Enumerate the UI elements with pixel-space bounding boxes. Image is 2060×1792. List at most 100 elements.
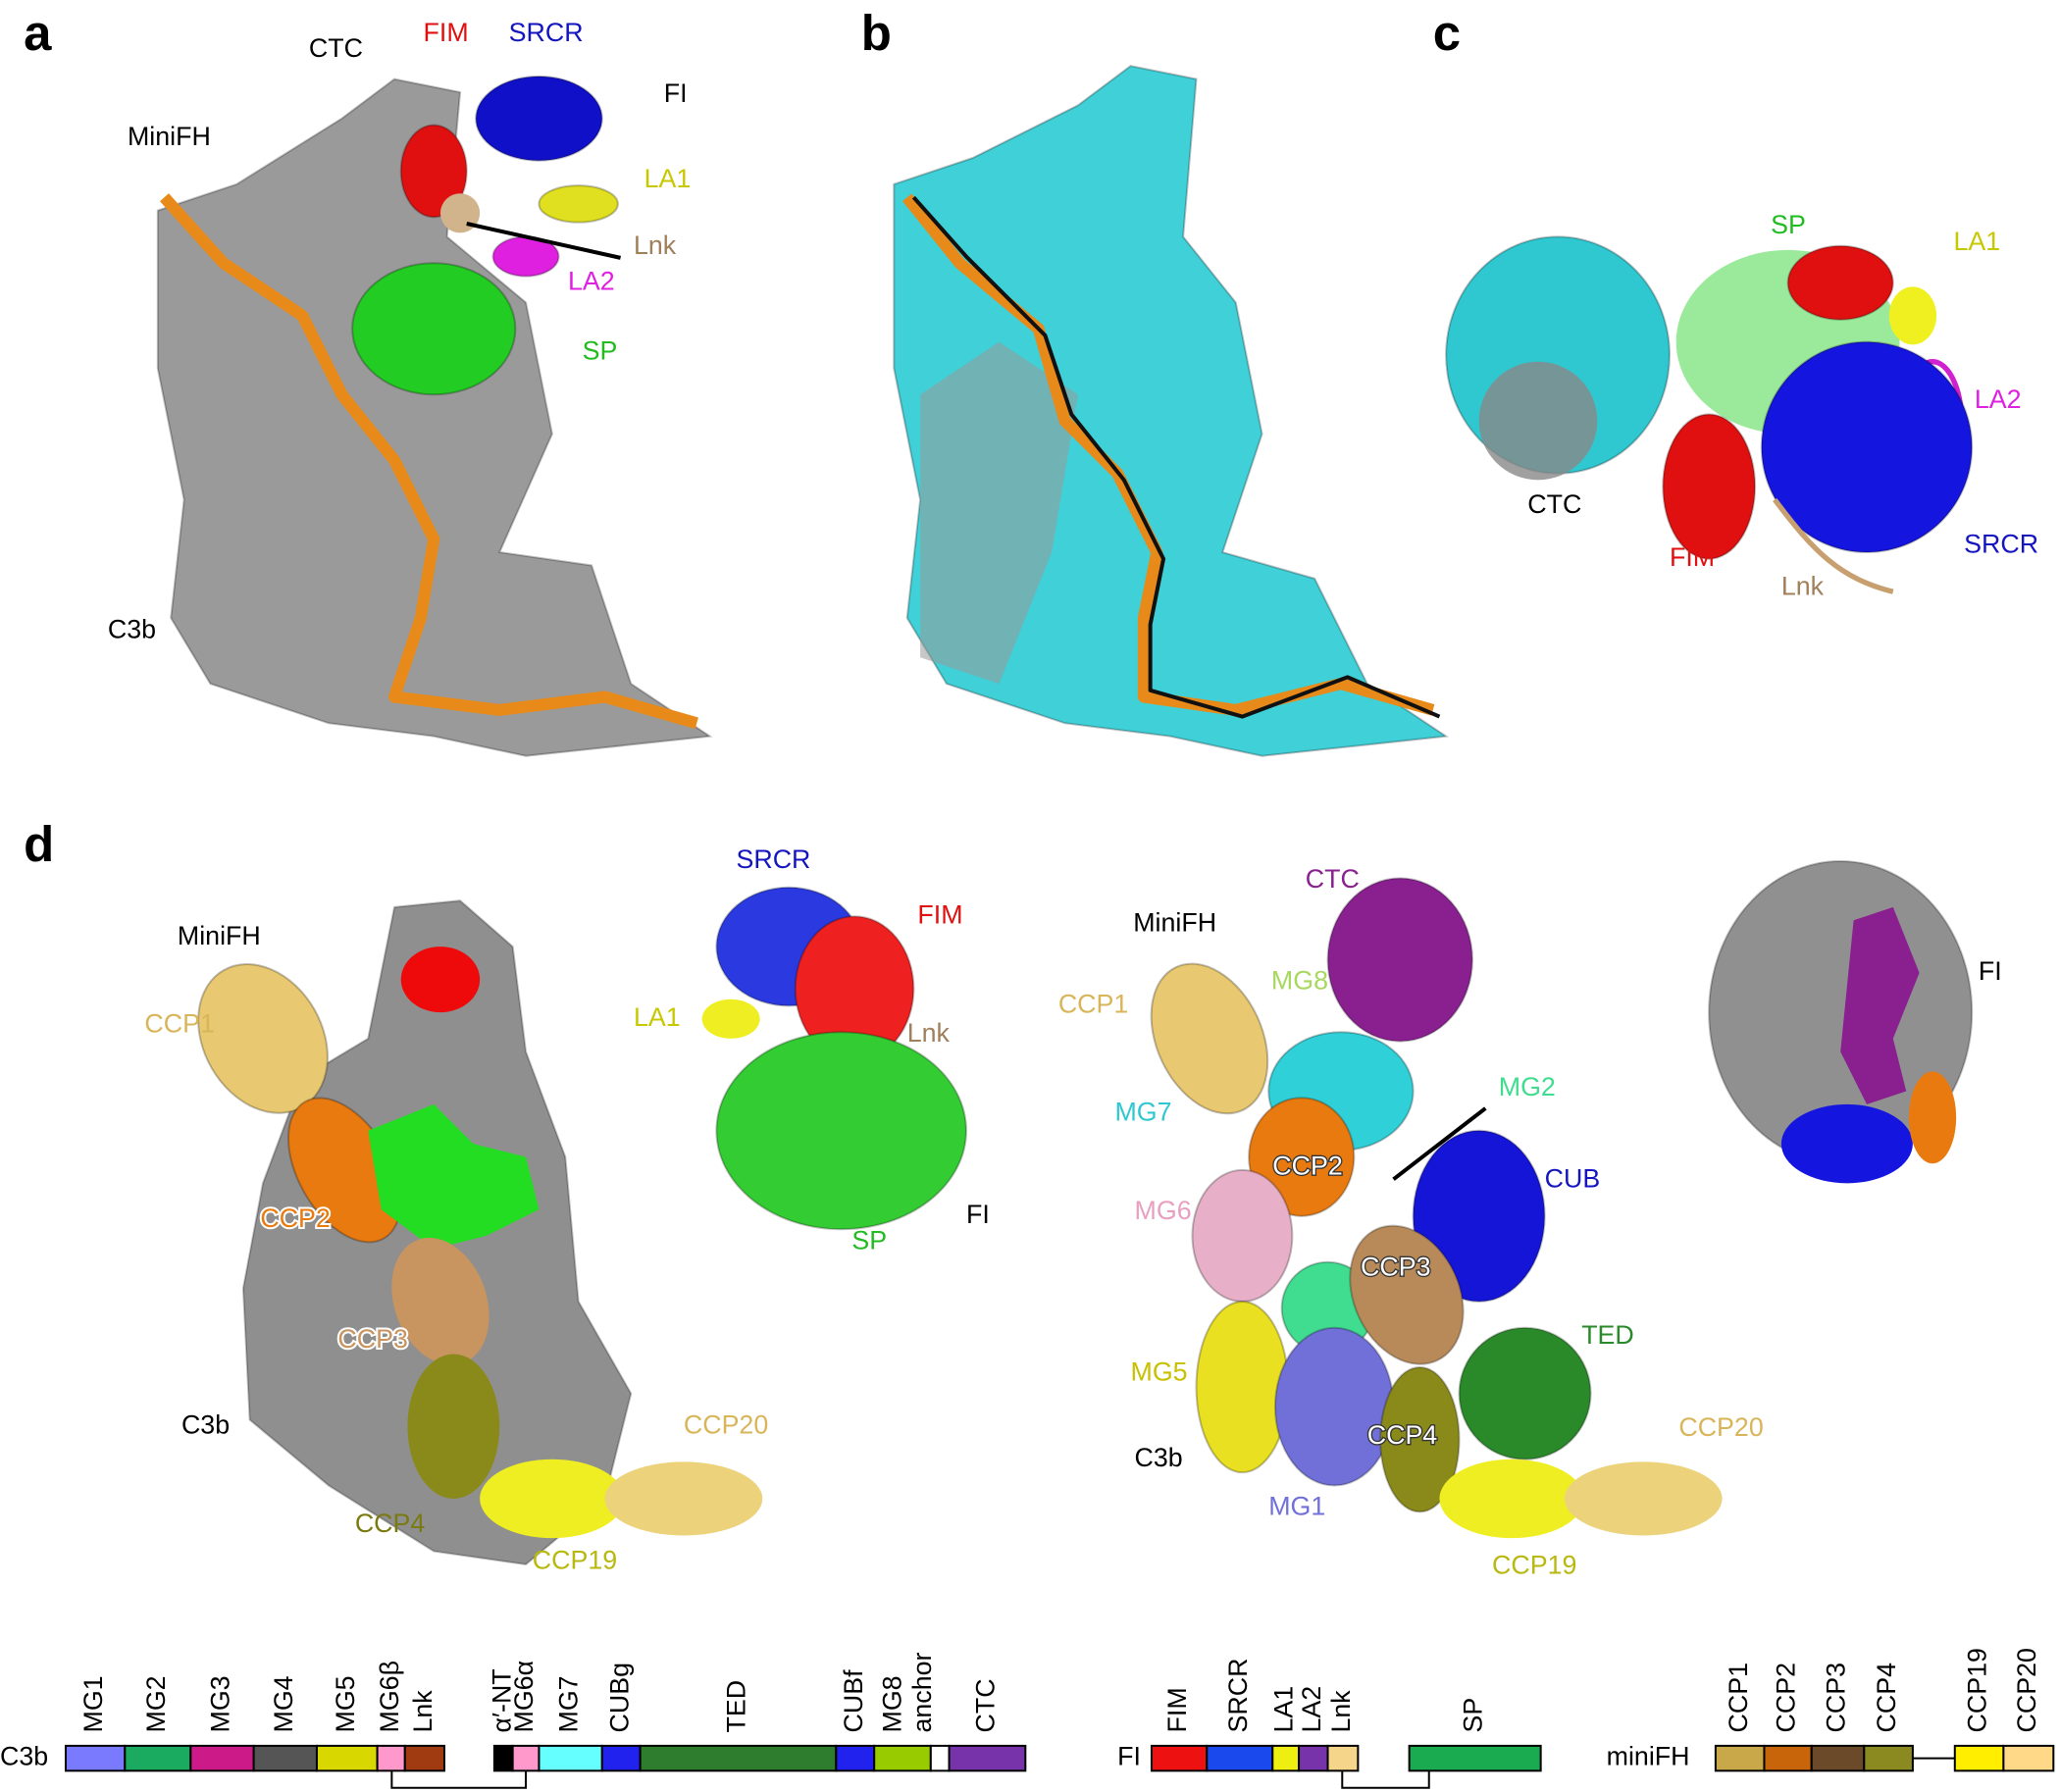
domain-segment: [315, 1744, 379, 1772]
fim-footprint: [400, 947, 481, 1013]
structure-label: SRCR: [509, 18, 584, 47]
structure-label: CCP2: [1272, 1151, 1342, 1180]
ccp4-surface: [407, 1354, 500, 1499]
structure-label: MG1: [1268, 1491, 1325, 1520]
domain-segment: [948, 1744, 1027, 1772]
domain-segment: [1863, 1744, 1914, 1772]
structure-label: SP: [851, 1226, 887, 1255]
domain-label: CUBg: [604, 1663, 634, 1732]
pointer-line: [1392, 1106, 1487, 1181]
domain-label: MG8: [877, 1675, 906, 1732]
domain-segment: [1953, 1744, 2005, 1772]
structure-label: MG6: [1135, 1196, 1192, 1225]
ted-surface: [1458, 1326, 1592, 1460]
structure-label: CCP3: [1361, 1253, 1430, 1282]
structure-label: MiniFH: [1133, 907, 1216, 937]
ccp19-surface: [480, 1459, 625, 1539]
domain-segment: [1206, 1744, 1274, 1772]
domain-label: LA2: [1297, 1686, 1326, 1733]
sp-footprint: [368, 1103, 540, 1250]
fi-la1-surface: [701, 998, 760, 1039]
domain-segment: [189, 1744, 255, 1772]
domain-label: CCP20: [2012, 1648, 2041, 1732]
domain-segment: [1714, 1744, 1766, 1772]
r-ccp4-surface: [1379, 1365, 1461, 1513]
r-ccp20-surface: [1564, 1461, 1723, 1536]
domain-segment: [2002, 1744, 2055, 1772]
domain-segment: [1271, 1744, 1301, 1772]
fim-structure-top: [1786, 244, 1894, 321]
minifh-ribbon: [160, 193, 698, 730]
domain-segment: [1298, 1744, 1329, 1772]
ccp3-surface: [391, 1237, 489, 1365]
structure-label: FIM: [917, 899, 962, 929]
structure-label: CCP2: [260, 1203, 330, 1233]
panel-letter: b: [861, 5, 892, 61]
panel-letter: c: [1433, 5, 1461, 61]
ccp20-surface: [604, 1461, 763, 1536]
domain-segment: [124, 1744, 192, 1772]
structure-label: CTC: [1306, 864, 1360, 894]
structure-label: FIM: [424, 18, 469, 47]
structure-label: FI: [966, 1200, 990, 1229]
fi-ctc-footprint: [1840, 906, 1920, 1104]
domain-segment: [1810, 1744, 1866, 1772]
domain-label: α′-NT: [487, 1668, 516, 1732]
structure-label: MiniFH: [178, 921, 261, 950]
domain-label: CCP3: [1822, 1663, 1851, 1732]
ctc-grey: [1478, 361, 1598, 481]
domain-segment: [873, 1744, 932, 1772]
structure-label: Lnk: [907, 1018, 951, 1048]
protein-name: FI: [1117, 1742, 1141, 1771]
protein-name: C3b: [0, 1742, 48, 1771]
fim-structure: [1662, 413, 1757, 560]
structure-label: CCP20: [684, 1409, 768, 1439]
domain-segment: [600, 1744, 642, 1772]
structure-label: MG8: [1271, 965, 1328, 995]
domain-segment: [538, 1744, 603, 1772]
domain-segment: [492, 1744, 514, 1772]
structure-label: Lnk: [1781, 571, 1825, 600]
domain-label: CUBf: [839, 1669, 868, 1733]
domain-label: Lnk: [1326, 1690, 1356, 1733]
pointer-line: [466, 222, 621, 260]
r-ccp19-surface: [1439, 1459, 1584, 1539]
domain-segment: [511, 1744, 541, 1772]
domain-segment: [835, 1744, 876, 1772]
domain-segment: [1408, 1744, 1542, 1772]
domain-segment: [639, 1744, 838, 1772]
structure-label: CCP20: [1678, 1412, 1763, 1442]
structure-label: LA1: [634, 1002, 681, 1032]
domain-label: CCP4: [1872, 1663, 1901, 1733]
domain-label: MG6α: [509, 1661, 539, 1733]
structure-label: FIM: [1670, 542, 1715, 572]
domain-label: SRCR: [1223, 1659, 1253, 1733]
lnk-structure: [1773, 497, 1894, 594]
structure-label: CCP19: [1492, 1551, 1576, 1580]
srcr-structure: [1760, 340, 1974, 554]
structure-label: CTC: [1527, 489, 1581, 519]
domain-label: MG1: [78, 1675, 108, 1732]
domain-segment: [252, 1744, 318, 1772]
fi-sp-surface: [715, 1031, 968, 1231]
domain-label: CCP2: [1772, 1663, 1801, 1732]
domain-segment: [403, 1744, 445, 1772]
structure-label: LA1: [644, 164, 692, 193]
disulfide-link: [1341, 1770, 1430, 1789]
domain-label: CTC: [971, 1678, 1001, 1732]
domain-segment: [1326, 1744, 1360, 1772]
structure-label: CCP4: [355, 1509, 426, 1538]
domain-label: CCP1: [1724, 1663, 1753, 1732]
structure-label: TED: [1581, 1320, 1634, 1350]
r-ccp1-surface: [1150, 962, 1269, 1115]
structure-label: C3b: [1135, 1443, 1183, 1472]
domain-label: Lnk: [408, 1690, 438, 1733]
structure-label: SRCR: [1964, 529, 2038, 558]
domain-segment: [1150, 1744, 1209, 1772]
structure-label: SP: [583, 335, 618, 365]
domain-label: CCP19: [1963, 1648, 1992, 1732]
mg5-surface: [1195, 1300, 1290, 1474]
structure-label: CCP3: [337, 1324, 407, 1354]
structure-label: SRCR: [736, 845, 810, 874]
